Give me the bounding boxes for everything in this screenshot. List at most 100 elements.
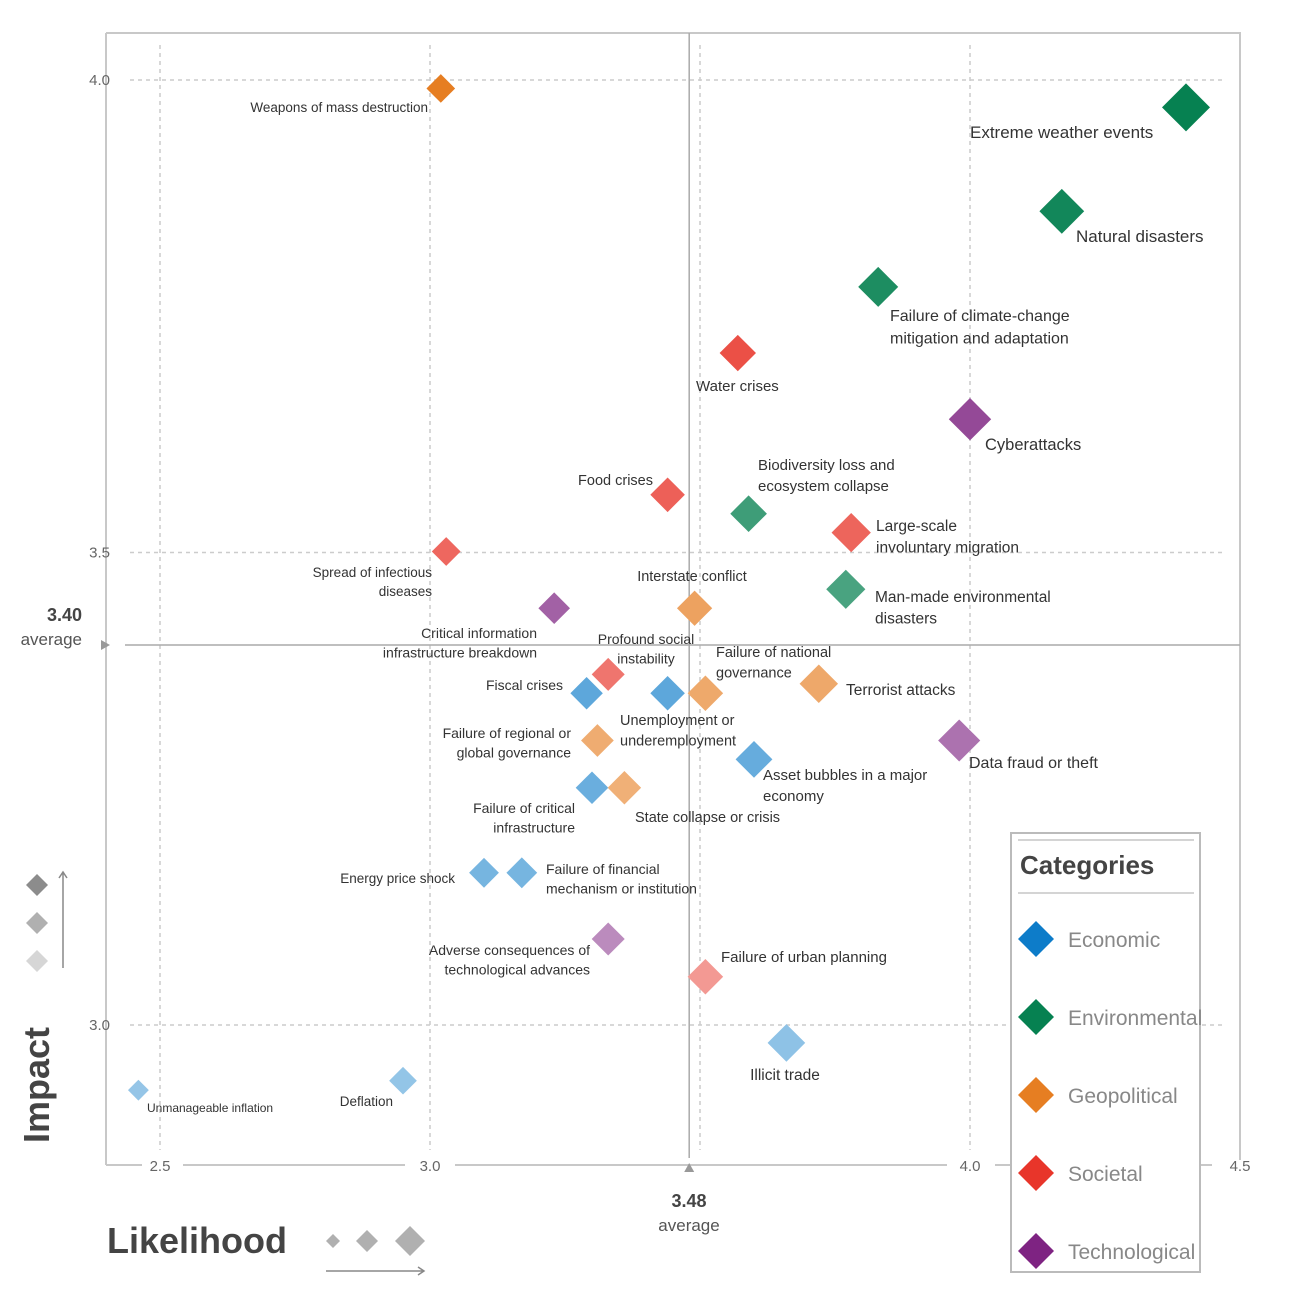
point-label-line: Weapons of mass destruction bbox=[250, 100, 428, 115]
diamond-marker-icon bbox=[591, 922, 625, 956]
point-label: Adverse consequences of technological adv… bbox=[429, 942, 590, 978]
scale-diamond-icon bbox=[26, 874, 48, 896]
point-label: Failure of national governance bbox=[716, 645, 831, 681]
point-label-line: Extreme weather events bbox=[970, 123, 1153, 142]
point-label-line: mitigation and adaptation bbox=[890, 330, 1069, 347]
point-label-line: mechanism or institution bbox=[546, 881, 697, 897]
diamond-marker-icon bbox=[538, 592, 571, 625]
point-label-line: Failure of climate-change bbox=[890, 308, 1070, 325]
x-tick-label: 4.5 bbox=[1230, 1158, 1251, 1175]
data-point: Natural disasters bbox=[1039, 188, 1204, 246]
scale-diamond-icon bbox=[326, 1234, 340, 1248]
diamond-marker-icon bbox=[1162, 83, 1210, 132]
diamond-marker-icon bbox=[831, 512, 871, 553]
data-point: Data fraud or theft bbox=[938, 719, 1099, 772]
diamond-marker-icon bbox=[581, 724, 614, 757]
triangle-right-icon bbox=[101, 640, 110, 650]
point-label: Terrorist attacks bbox=[846, 682, 956, 699]
point-label-line: Water crises bbox=[696, 378, 779, 395]
point-label: Deflation bbox=[340, 1094, 393, 1109]
diamond-marker-icon bbox=[591, 657, 625, 691]
legend-title: Categories bbox=[1020, 850, 1154, 880]
point-label: Fiscal crises bbox=[486, 677, 563, 693]
x-tick-label: 4.0 bbox=[960, 1158, 981, 1175]
point-label: Man-made environmental disasters bbox=[875, 589, 1051, 628]
point-label-line: infrastructure bbox=[493, 820, 575, 836]
legend-item-technological: Technological bbox=[1018, 1233, 1195, 1269]
arrow-right-icon bbox=[326, 1266, 426, 1276]
data-point: Weapons of mass destruction bbox=[250, 74, 456, 115]
point-label-line: Unemployment or bbox=[620, 713, 735, 729]
point-label: Natural disasters bbox=[1076, 227, 1204, 246]
point-label: State collapse or crisis bbox=[635, 810, 780, 826]
data-point: Failure of climate-change mitigation and … bbox=[858, 266, 1070, 347]
point-label-line: Failure of urban planning bbox=[721, 949, 887, 966]
impact-scale-key bbox=[26, 870, 68, 972]
point-label: Interstate conflict bbox=[637, 569, 747, 585]
axis-ticks: 2.5 3.0 4.0 4.5 4.0 3.5 3.0 bbox=[89, 72, 1250, 1175]
data-point: Profound social instability bbox=[591, 631, 695, 691]
diamond-marker-icon bbox=[948, 398, 992, 441]
point-label: Biodiversity loss and ecosystem collapse bbox=[758, 457, 895, 495]
data-point: State collapse or crisis bbox=[607, 771, 780, 826]
diamond-marker-icon bbox=[575, 771, 609, 805]
y-average-label: average bbox=[21, 630, 82, 649]
data-point: Man-made environmental disasters bbox=[826, 569, 1051, 628]
y-tick-label: 4.0 bbox=[89, 72, 110, 89]
point-label: Unmanageable inflation bbox=[147, 1101, 273, 1115]
data-point: Terrorist attacks bbox=[799, 664, 956, 704]
diamond-icon bbox=[1018, 1155, 1054, 1191]
arrow-up-icon bbox=[58, 870, 68, 968]
point-label: Cyberattacks bbox=[985, 436, 1081, 454]
diamond-marker-icon bbox=[1039, 188, 1085, 234]
data-point: Adverse consequences of technological adv… bbox=[429, 922, 625, 978]
point-label-line: Cyberattacks bbox=[985, 436, 1081, 454]
scale-diamond-icon bbox=[395, 1226, 425, 1256]
diamond-icon bbox=[1018, 1233, 1054, 1269]
point-label-line: Large-scale bbox=[876, 518, 957, 535]
point-label-line: State collapse or crisis bbox=[635, 810, 780, 826]
point-label: Spread of infectious diseases bbox=[313, 565, 433, 599]
diamond-marker-icon bbox=[469, 857, 499, 888]
point-label: Water crises bbox=[696, 378, 779, 395]
data-point: Critical information infrastructure break… bbox=[383, 592, 571, 661]
diamond-marker-icon bbox=[799, 664, 839, 704]
legend-label: Geopolitical bbox=[1068, 1085, 1178, 1108]
point-label: Unemployment or underemployment bbox=[620, 713, 736, 749]
point-label-line: infrastructure breakdown bbox=[383, 645, 537, 661]
point-label-line: Profound social bbox=[598, 631, 695, 647]
data-point: Food crises bbox=[578, 473, 685, 513]
scale-diamond-icon bbox=[26, 950, 48, 972]
point-label-line: governance bbox=[716, 665, 792, 681]
x-average-label: average bbox=[658, 1216, 719, 1235]
point-label-line: Man-made environmental bbox=[875, 589, 1051, 606]
data-point: Failure of financial mechanism or institu… bbox=[506, 857, 697, 897]
point-label-line: disasters bbox=[875, 611, 937, 628]
diamond-icon bbox=[1018, 921, 1054, 957]
data-point: Biodiversity loss and ecosystem collapse bbox=[730, 457, 895, 533]
point-label-line: Interstate conflict bbox=[637, 569, 747, 585]
data-points: Weapons of mass destruction Extreme weath… bbox=[127, 74, 1210, 1115]
point-label-line: Failure of regional or bbox=[443, 725, 572, 741]
point-label: Failure of climate-change mitigation and … bbox=[890, 308, 1070, 347]
legend-item-environmental: Environmental bbox=[1018, 999, 1202, 1035]
diamond-marker-icon bbox=[506, 857, 538, 889]
y-tick-label: 3.5 bbox=[89, 545, 110, 562]
point-label-line: Natural disasters bbox=[1076, 227, 1204, 246]
data-point: Extreme weather events bbox=[970, 83, 1210, 142]
legend-label: Economic bbox=[1068, 929, 1160, 952]
y-tick-label: 3.0 bbox=[89, 1017, 110, 1034]
point-label-line: technological advances bbox=[444, 962, 590, 978]
legend-item-societal: Societal bbox=[1018, 1155, 1143, 1191]
plot-border bbox=[105, 32, 1241, 1165]
point-label: Failure of urban planning bbox=[721, 949, 887, 966]
data-point: Spread of infectious diseases bbox=[313, 537, 461, 599]
point-label: Asset bubbles in a major economy bbox=[763, 767, 927, 805]
triangle-up-icon bbox=[684, 1163, 695, 1172]
diamond-marker-icon bbox=[570, 677, 603, 710]
likelihood-scale-key bbox=[326, 1226, 426, 1276]
point-label-line: Spread of infectious bbox=[313, 565, 433, 580]
legend-label: Societal bbox=[1068, 1163, 1143, 1186]
x-average-value: 3.48 bbox=[671, 1191, 706, 1211]
